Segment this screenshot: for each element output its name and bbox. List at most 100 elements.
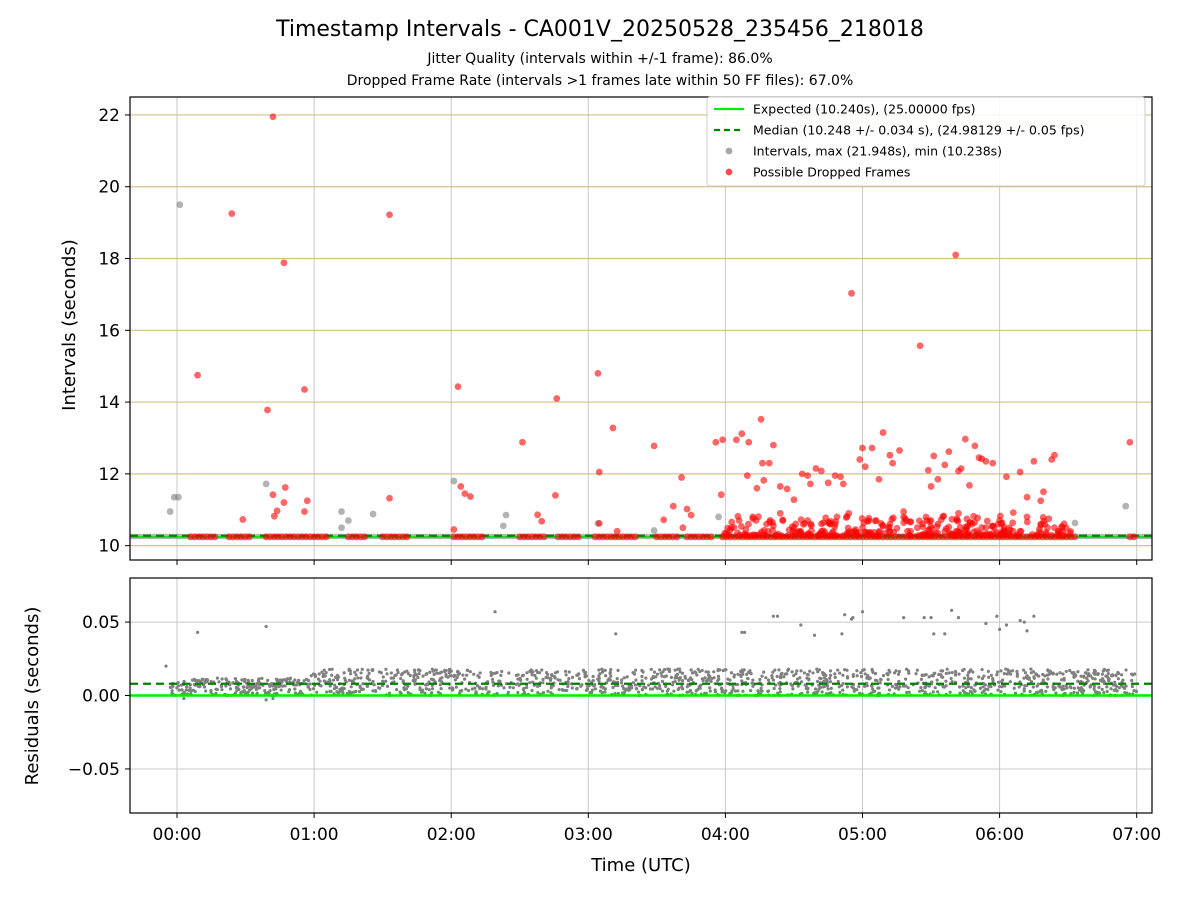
- residual-point: [1015, 672, 1020, 676]
- dropped-frame-point: [872, 517, 880, 524]
- residual-outlier-point: [998, 627, 1002, 632]
- dropped-frame-point: [916, 342, 924, 350]
- dropped-frame-point: [269, 113, 277, 121]
- residual-point: [463, 677, 467, 681]
- residual-outlier-point: [1004, 623, 1009, 627]
- legend-entry-1: Median (10.248 +/- 0.034 s), (24.98129 +…: [753, 123, 1084, 138]
- legend-swatch-dot: [725, 147, 733, 155]
- residual-point: [406, 690, 410, 695]
- residual-outlier-point: [195, 630, 200, 634]
- residual-point: [313, 674, 318, 679]
- residual-point: [771, 678, 775, 682]
- residual-point: [252, 685, 256, 689]
- residual-point: [640, 674, 644, 679]
- residual-point: [1076, 670, 1080, 674]
- residual-point: [1079, 674, 1083, 678]
- residual-point: [961, 684, 965, 688]
- intervals-panel: 10 12 14 16 18 20 22 Expected (10.240s), (25.00…: [98, 96, 1153, 565]
- residual-point: [285, 677, 289, 681]
- residual-point: [828, 680, 833, 684]
- residual-point: [440, 676, 444, 680]
- dropped-frame-dense-point: [403, 533, 411, 541]
- dropped-frame-point: [875, 475, 883, 483]
- interval-point: [174, 493, 182, 501]
- residual-point: [870, 667, 874, 672]
- residual-point: [731, 684, 735, 688]
- residual-point: [873, 678, 878, 682]
- residual-point: [941, 685, 945, 689]
- residual-point: [634, 678, 638, 682]
- residual-point: [525, 685, 529, 690]
- residual-point: [556, 678, 560, 682]
- residual-point: [1058, 671, 1062, 675]
- dropped-frame-point: [760, 476, 768, 484]
- residual-point: [176, 681, 180, 685]
- residual-point: [349, 685, 353, 689]
- residual-point: [1064, 669, 1068, 674]
- residual-point: [566, 684, 570, 689]
- residual-point: [170, 689, 174, 693]
- residual-point: [622, 676, 626, 680]
- residual-point: [817, 668, 822, 672]
- dropped-frame-point: [386, 494, 393, 502]
- intervals-ytick-label: 16: [98, 321, 120, 341]
- residual-point: [947, 671, 951, 675]
- residual-point: [851, 672, 855, 677]
- residuals-ytick-label: 0.00: [82, 687, 120, 707]
- residual-outlier-point: [922, 616, 926, 620]
- dropped-frame-cluster-point: [791, 529, 799, 537]
- residual-point: [1036, 690, 1041, 694]
- dropped-frame-point: [280, 499, 288, 506]
- dropped-frame-point: [927, 517, 935, 524]
- residual-point: [1079, 688, 1083, 693]
- dropped-frame-point: [264, 406, 271, 414]
- residual-point: [484, 685, 488, 689]
- x-tick-label: 06:00: [975, 825, 1024, 845]
- residual-point: [895, 684, 899, 688]
- residual-point: [859, 674, 864, 679]
- dropped-frame-point: [824, 479, 832, 487]
- residual-point: [454, 685, 459, 689]
- residual-point: [328, 689, 332, 693]
- residual-point: [209, 689, 213, 693]
- residual-point: [683, 674, 687, 679]
- x-tick-label: 00:00: [153, 825, 202, 845]
- residual-point: [776, 691, 780, 695]
- dropped-frame-point: [269, 491, 277, 499]
- residual-point: [944, 671, 948, 676]
- residual-point: [773, 668, 777, 672]
- residual-point: [563, 669, 568, 673]
- residual-point: [609, 668, 613, 672]
- residual-point: [320, 670, 324, 674]
- residual-point: [811, 671, 815, 675]
- residual-point: [933, 686, 937, 690]
- dropped-frame-point: [856, 456, 864, 463]
- residual-point: [907, 671, 911, 675]
- dropped-frame-cluster-point: [772, 532, 780, 539]
- interval-point: [176, 201, 184, 209]
- residual-point: [423, 691, 427, 695]
- residual-point: [370, 668, 375, 673]
- residual-point: [184, 685, 189, 689]
- dropped-frame-point: [886, 520, 894, 528]
- residual-point: [272, 687, 276, 692]
- residual-point: [986, 669, 990, 673]
- residual-point: [1093, 669, 1097, 673]
- residual-point: [279, 684, 284, 688]
- residual-point: [1046, 677, 1050, 681]
- residual-point: [247, 688, 252, 692]
- residual-point: [971, 670, 975, 674]
- residual-point: [361, 682, 365, 686]
- residual-point: [428, 670, 432, 674]
- residual-point: [841, 688, 845, 692]
- residual-point: [536, 684, 540, 688]
- residual-point: [404, 687, 408, 691]
- residual-point: [287, 677, 292, 681]
- residual-point: [680, 671, 685, 675]
- dropped-frame-point: [1030, 457, 1038, 465]
- residual-point: [322, 679, 326, 683]
- dropped-frame-point: [879, 429, 887, 436]
- residual-point: [1104, 674, 1108, 678]
- residual-point: [649, 667, 653, 671]
- residual-point: [371, 679, 375, 684]
